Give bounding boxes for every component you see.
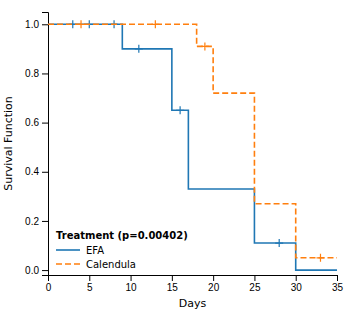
y-axis: 0.0 0.2 0.4 0.6 0.8 1.0 [25, 13, 48, 276]
legend-swatch [56, 263, 80, 265]
censor-mark [316, 254, 324, 262]
tick-label: 35 [332, 282, 344, 293]
x-axis-title: Days [179, 297, 207, 310]
tick-mark [172, 275, 173, 281]
chart: 0 5 10 15 20 25 30 35 0.0 0.2 0.4 0.6 0.8 1.0 Days Surv… [0, 0, 351, 313]
tick: 0.2 [25, 216, 48, 227]
tick-mark [254, 275, 255, 281]
tick-label: 25 [249, 282, 261, 293]
censor-mark [135, 45, 143, 53]
tick-mark [42, 73, 48, 74]
legend: Treatment (p=0.00402) EFA Calendula [56, 230, 188, 270]
legend-swatch [56, 249, 80, 251]
tick: 10 [126, 275, 138, 293]
survival-line [48, 24, 337, 258]
tick-label: 15 [167, 282, 179, 293]
tick-mark [42, 24, 48, 25]
survival-line [48, 24, 337, 270]
tick-label: 0 [46, 282, 52, 293]
censor-mark [151, 20, 159, 28]
tick-mark [296, 275, 297, 281]
tick-mark [42, 270, 48, 271]
tick-label: 5 [87, 282, 93, 293]
tick-mark [42, 221, 48, 222]
legend-label: Calendula [86, 259, 136, 270]
tick-label: 30 [291, 282, 303, 293]
legend-title: Treatment (p=0.00402) [56, 230, 188, 241]
tick-mark [213, 275, 214, 281]
tick-label: 20 [208, 282, 220, 293]
censor-mark [201, 42, 209, 50]
tick-label: 0.8 [25, 68, 39, 79]
tick-label: 0.2 [25, 216, 39, 227]
axis-line [49, 276, 338, 282]
tick-label: 0.4 [25, 166, 39, 177]
tick: 0.6 [25, 117, 48, 128]
tick-label: 0.0 [25, 265, 39, 276]
tick: 0.8 [25, 68, 48, 79]
tick: 20 [208, 275, 220, 293]
tick-mark [89, 275, 90, 281]
plot-area [48, 20, 337, 270]
x-axis: 0 5 10 15 20 25 30 35 [46, 275, 344, 293]
tick-mark [42, 172, 48, 173]
tick: 15 [167, 275, 179, 293]
censor-mark [176, 106, 184, 114]
y-axis-title: Survival Function [2, 96, 15, 191]
tick-label: 0.6 [25, 117, 39, 128]
tick: 30 [291, 275, 303, 293]
tick: 1.0 [25, 19, 48, 30]
tick-mark [131, 275, 132, 281]
tick: 0.0 [25, 265, 48, 276]
tick-label: 10 [126, 282, 138, 293]
legend-label: EFA [86, 245, 104, 256]
censor-mark [275, 239, 283, 247]
tick: 0 [46, 275, 52, 293]
tick: 0.4 [25, 166, 48, 177]
tick: 35 [332, 275, 344, 293]
tick: 25 [249, 275, 261, 293]
tick-label: 1.0 [25, 19, 39, 30]
tick-mark [42, 123, 48, 124]
tick-mark [337, 275, 338, 281]
tick: 5 [87, 275, 93, 293]
censor-mark [77, 20, 85, 28]
axis-line [42, 13, 49, 276]
